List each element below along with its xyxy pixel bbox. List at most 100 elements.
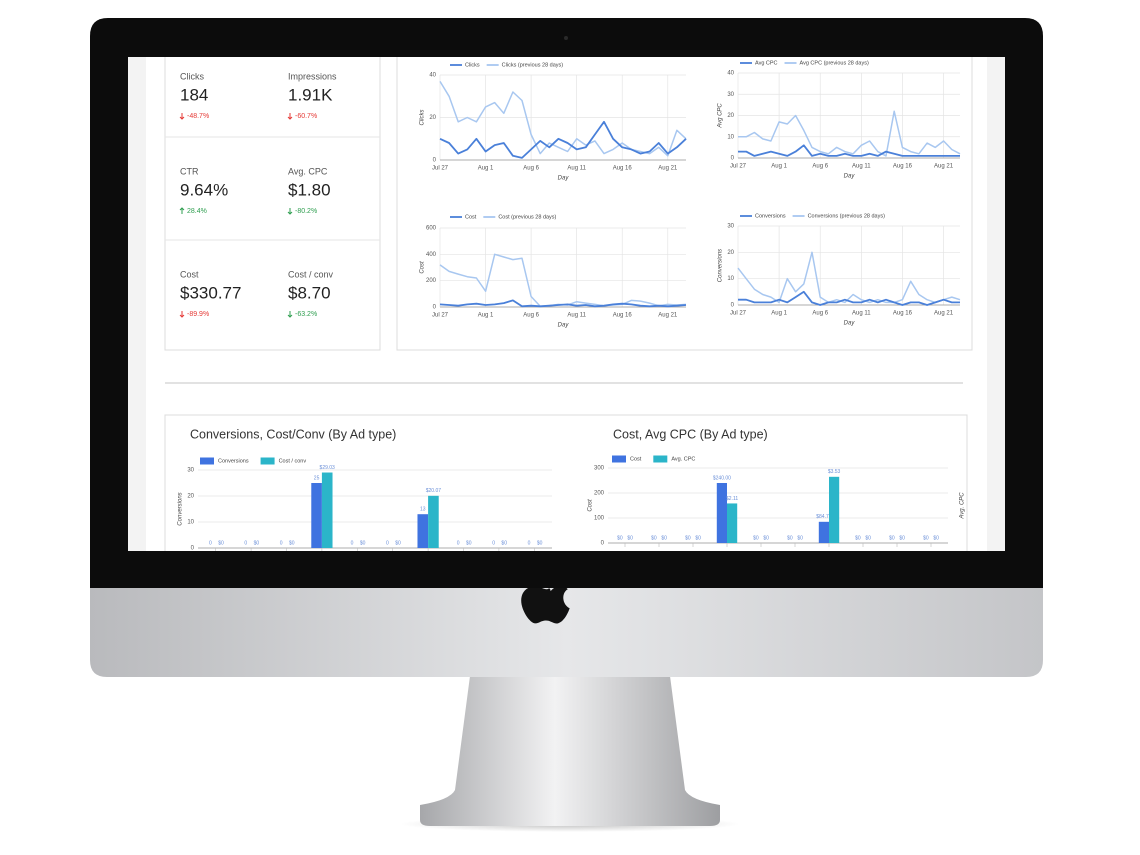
x-tick-label: Aug 11 [567, 166, 586, 172]
y-tick-label: 40 [429, 73, 436, 79]
kpi-change: -80.2% [295, 208, 317, 215]
x-axis-title: Day [844, 174, 856, 180]
legend-label: Avg. CPC [671, 456, 695, 462]
x-tick-label: Aug 16 [613, 166, 633, 172]
legend-label: Cost [465, 214, 477, 220]
x-tick-label: Aug 11 [852, 164, 871, 170]
bar [829, 476, 840, 543]
x-tick-label: Aug 21 [658, 166, 678, 172]
trend-arrow [179, 207, 185, 214]
y-tick-label: 400 [426, 252, 437, 258]
data-label: $0 [466, 540, 472, 546]
kpi-change: -89.9% [187, 311, 209, 318]
x-axis-title: Day [558, 323, 570, 329]
data-label: 0 [351, 540, 354, 546]
trend-arrow [179, 113, 185, 120]
legend-label: Avg CPC (previous 28 days) [800, 60, 869, 66]
data-label: $0 [289, 540, 295, 546]
y-axis-title: Clicks [420, 110, 426, 126]
chin [90, 588, 1043, 677]
bar [428, 495, 439, 548]
data-label: 0 [492, 540, 495, 546]
data-label: $0 [855, 535, 861, 541]
x-tick-label: Aug 11 [852, 311, 871, 317]
series-line [439, 299, 687, 308]
kpi-change: -60.7% [295, 113, 317, 120]
data-label: $2.11 [726, 496, 738, 502]
kpi-change: -48.7% [187, 113, 209, 120]
bar [321, 472, 333, 548]
x-axis-title: Day [844, 321, 856, 327]
x-tick-label: Aug 21 [934, 311, 954, 317]
bar [417, 514, 429, 548]
legend-swatch [200, 457, 214, 465]
series-line [737, 251, 961, 304]
x-tick-label: Aug 16 [893, 311, 913, 317]
legend-label: Avg CPC [755, 60, 778, 66]
data-label: 25 [314, 475, 320, 481]
kpi-label: Cost [180, 269, 199, 279]
y-tick-label: 30 [187, 468, 194, 474]
trend-arrow [287, 113, 293, 120]
bar [311, 483, 322, 548]
y-tick-label: 30 [727, 92, 734, 98]
data-label: $0 [360, 540, 366, 546]
series-line [738, 290, 960, 306]
data-label: $0 [753, 535, 759, 541]
data-label: 0 [280, 540, 283, 546]
x-tick-label: Jul 27 [432, 313, 449, 319]
y-axis-title: Conversions [178, 492, 184, 525]
series-line [439, 120, 687, 159]
x-tick-label: Aug 1 [771, 164, 787, 170]
kpi-label: Impressions [288, 71, 337, 81]
legend-label: Clicks [465, 62, 480, 68]
data-label: $0 [537, 540, 543, 546]
data-label: $0 [797, 535, 803, 541]
legend-label: Conversions (previous 28 days) [808, 213, 886, 219]
screen: Clicks 184 -48.7% Impressions 1.91K -60.7% CTR… [128, 57, 1005, 551]
data-label: $0 [889, 535, 895, 541]
y-tick-label: 10 [727, 276, 734, 282]
data-label: $20.07 [426, 488, 442, 494]
y2-axis-title: Avg. CPC [960, 492, 966, 520]
data-label: $0 [254, 540, 260, 546]
data-label: $240.00 [713, 475, 731, 481]
y-axis-title: Cost [420, 261, 426, 274]
legend-label: Cost (previous 28 days) [498, 214, 556, 220]
legend-swatch [653, 455, 668, 463]
trend-arrow [287, 311, 293, 318]
y-axis-title: Avg CPC [718, 103, 724, 129]
x-tick-label: Aug 1 [478, 166, 494, 172]
legend-label: Cost / conv [279, 458, 307, 464]
trend-arrow [179, 311, 185, 318]
bar [818, 521, 829, 543]
panel-title: Cost, Avg CPC (By Ad type) [613, 427, 768, 441]
legend-label: Conversions [218, 458, 249, 464]
data-label: 13 [420, 507, 426, 513]
x-tick-label: Aug 6 [812, 311, 828, 317]
data-label: 0 [386, 540, 389, 546]
x-tick-label: Aug 6 [812, 164, 828, 170]
data-label: 0 [244, 540, 247, 546]
data-label: $3.53 [828, 469, 841, 475]
data-label: $0 [617, 535, 623, 541]
y-tick-label: 10 [727, 134, 734, 140]
trend-arrow [287, 208, 293, 215]
x-tick-label: Aug 21 [934, 164, 954, 170]
kpi-change: -63.2% [295, 311, 317, 318]
y-tick-label: 20 [727, 113, 734, 119]
data-label: $0 [395, 540, 401, 546]
bar [716, 483, 727, 543]
data-label: $0 [923, 535, 929, 541]
kpi-value: $330.77 [180, 283, 241, 302]
data-label: $0 [651, 535, 657, 541]
y-tick-label: 100 [594, 516, 605, 522]
y-tick-label: 200 [426, 278, 437, 284]
kpi-card [164, 57, 381, 351]
legend-swatch [612, 455, 626, 463]
kpi-label: CTR [180, 166, 199, 176]
stand [420, 676, 720, 826]
data-label: $0 [865, 535, 871, 541]
x-axis-title: Day [558, 176, 570, 182]
